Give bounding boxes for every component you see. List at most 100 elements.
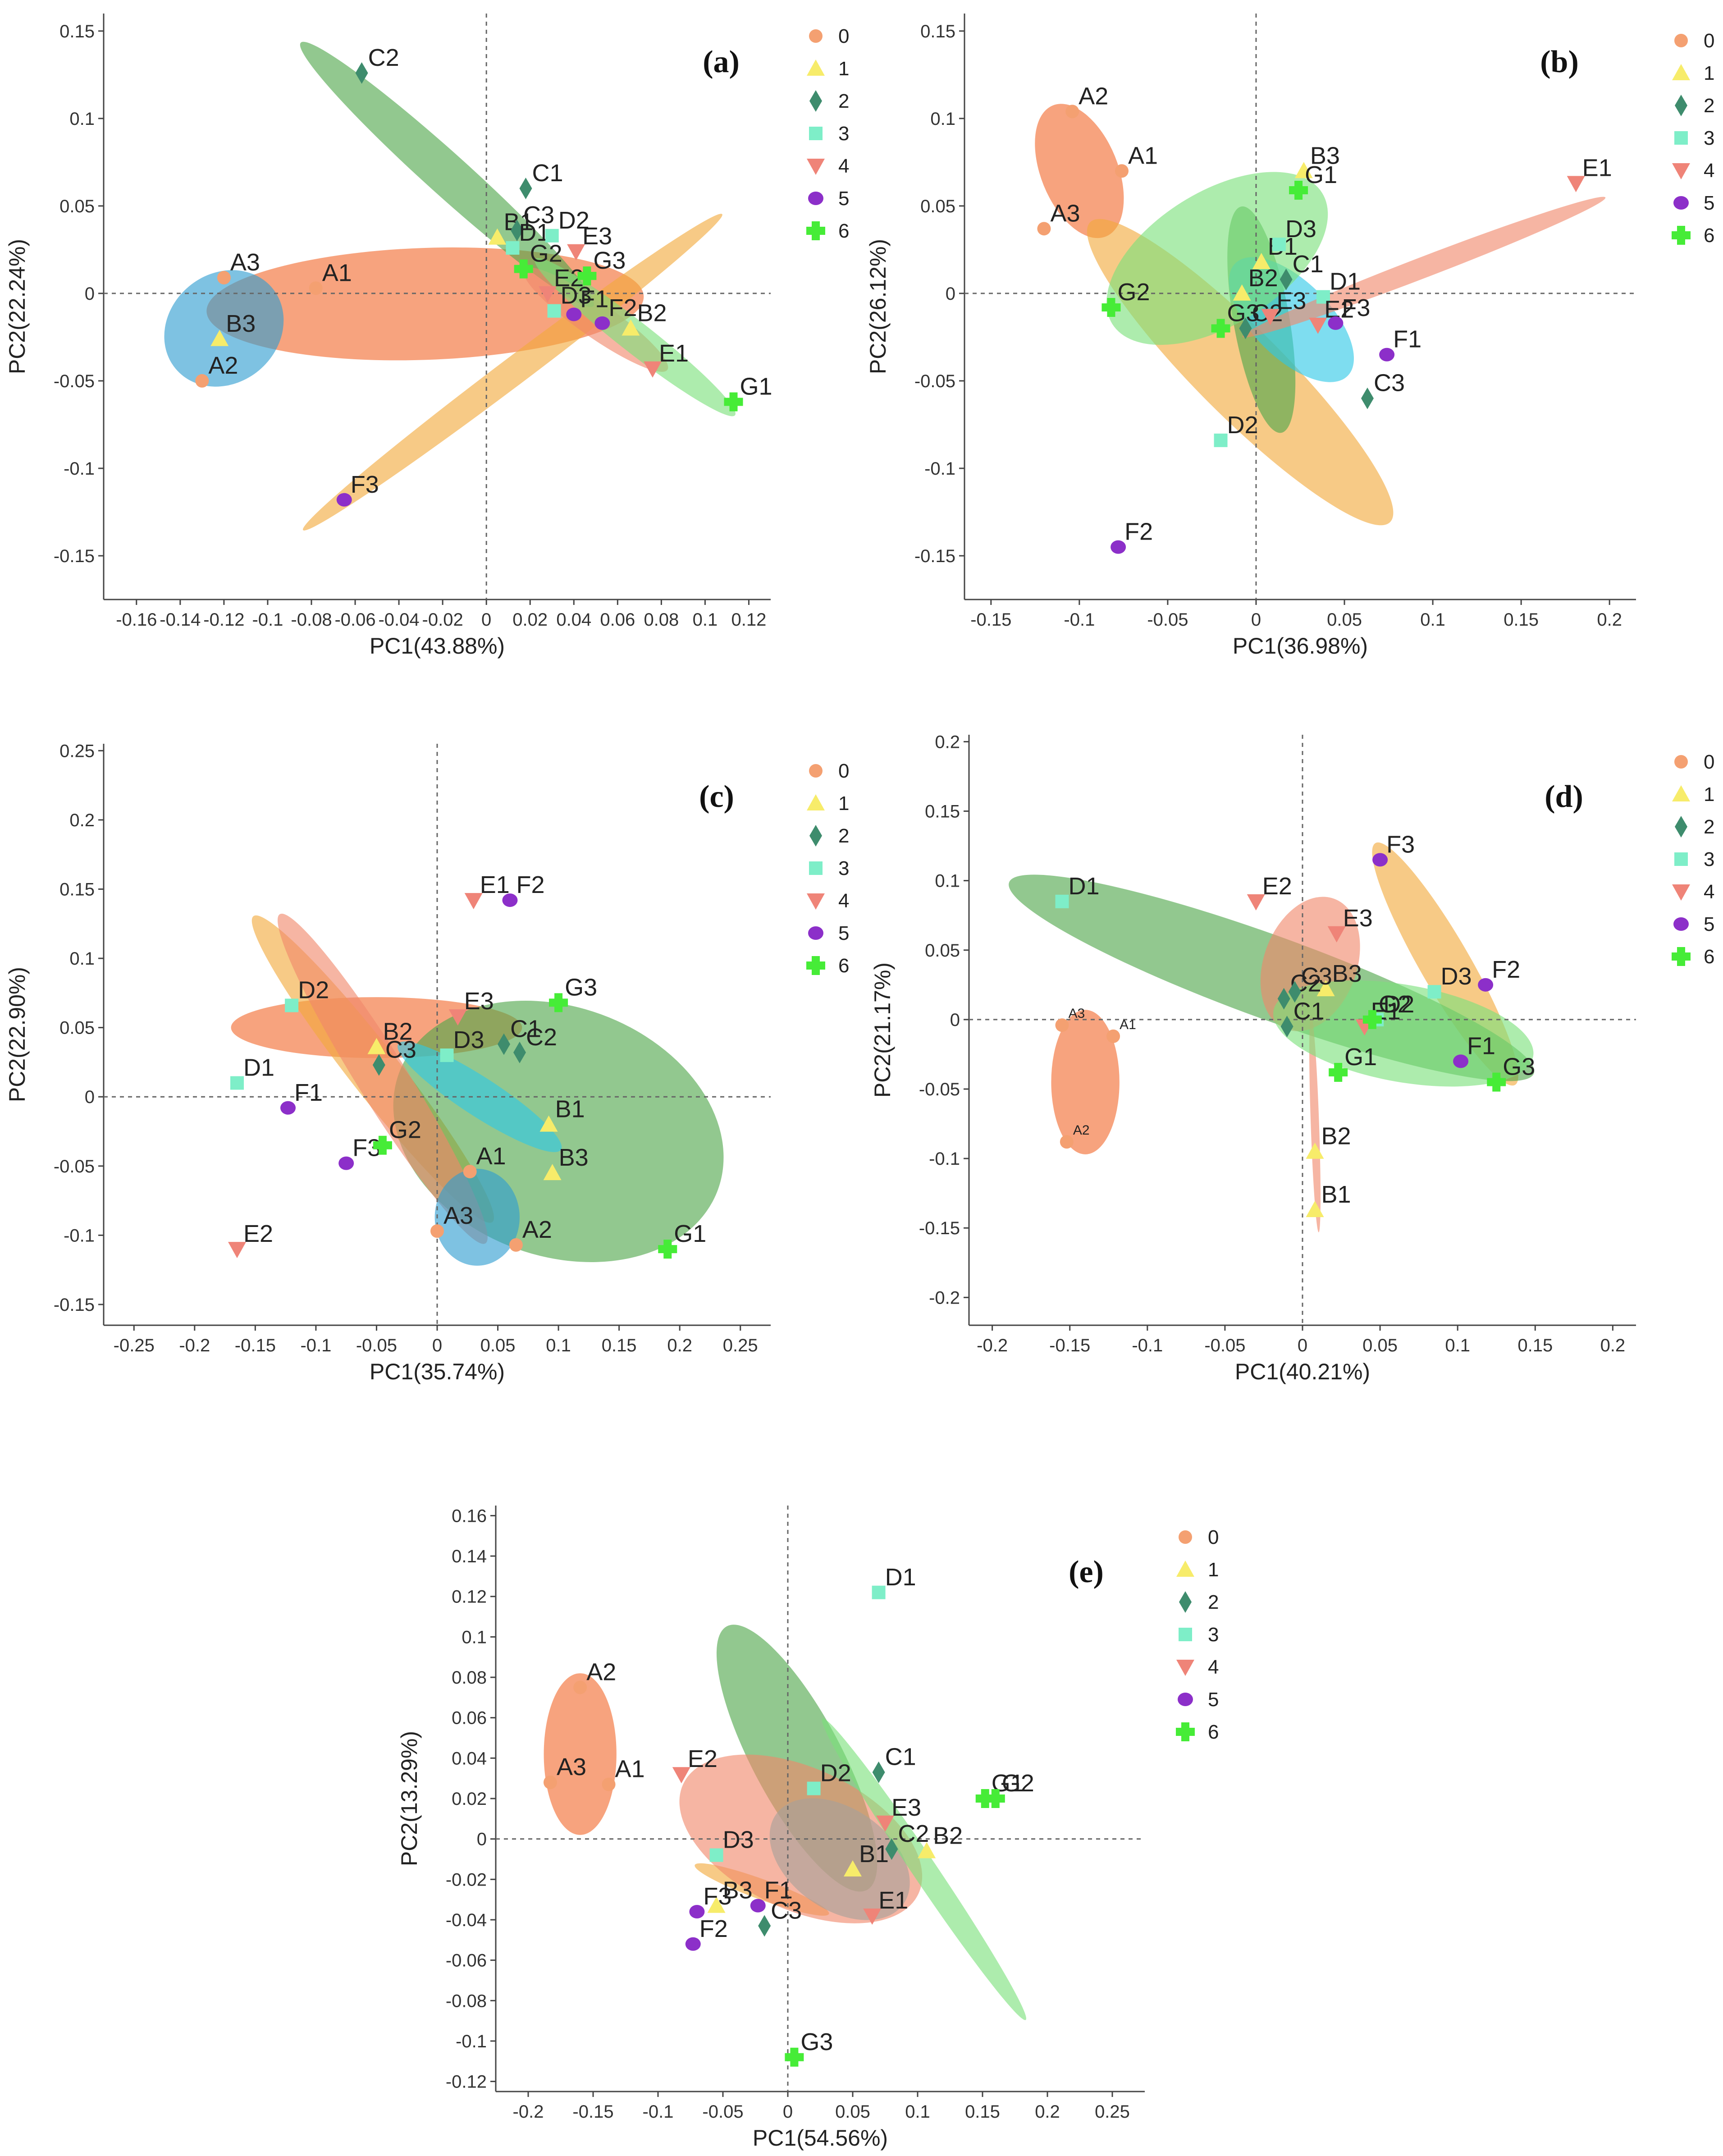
x-tick-label: -0.15: [970, 610, 1011, 630]
y-tick-label: 0.14: [452, 1547, 487, 1566]
point-label: D3: [453, 1026, 484, 1053]
point-label: C3: [1374, 370, 1405, 397]
legend-marker: [1672, 226, 1691, 245]
point-label: A3: [443, 1202, 473, 1229]
x-tick-label: 0: [1298, 1336, 1307, 1355]
legend-label: 1: [1208, 1559, 1219, 1581]
point-label: E1: [878, 1887, 908, 1914]
data-point: [1328, 316, 1344, 330]
data-point: [689, 1905, 705, 1919]
y-tick-label: -0.1: [64, 459, 95, 479]
data-point: [519, 178, 532, 200]
y-tick-label: 0.04: [452, 1749, 487, 1768]
x-tick-label: 0.06: [600, 610, 635, 630]
data-point: [807, 1781, 821, 1795]
data-point: [1211, 319, 1230, 338]
panel-tag: (b): [1540, 45, 1579, 79]
data-point: [1379, 348, 1395, 362]
y-tick-label: -0.05: [919, 1080, 960, 1099]
x-tick-label: -0.15: [572, 2102, 613, 2122]
legend-label: 2: [1208, 1591, 1219, 1613]
data-point: [1316, 980, 1335, 997]
point-label: F1: [1467, 1032, 1495, 1059]
data-point: [918, 1842, 936, 1858]
y-axis-title: PC2(13.29%): [397, 1731, 422, 1866]
point-label: F3: [1342, 294, 1370, 321]
x-tick-label: -0.2: [179, 1336, 210, 1355]
legend-marker: [809, 764, 823, 778]
x-tick-label: -0.08: [291, 610, 332, 630]
data-point: [440, 1048, 454, 1062]
point-label: B2: [1248, 265, 1278, 292]
x-tick-label: -0.05: [702, 2102, 743, 2122]
point-label: F3: [1386, 831, 1415, 858]
y-axis-title: PC2(22.24%): [5, 239, 30, 374]
data-point: [463, 1165, 477, 1179]
point-label: F3: [351, 471, 379, 498]
legend-marker: [1176, 1561, 1194, 1577]
data-point: [1453, 1054, 1469, 1068]
point-label: C3: [771, 1897, 802, 1924]
point-label: E2: [1262, 873, 1292, 900]
group-ellipse: [1035, 104, 1124, 238]
group-ellipse: [1106, 172, 1328, 345]
legend-marker: [1673, 917, 1689, 931]
y-tick-label: 0.05: [920, 197, 955, 216]
point-label: G2: [1117, 279, 1150, 306]
y-tick-label: 0.1: [69, 949, 95, 969]
x-tick-label: 0.05: [1327, 610, 1362, 630]
y-tick-label: 0.25: [59, 741, 95, 761]
point-label: D1: [519, 219, 550, 246]
point-label: G1: [674, 1220, 706, 1247]
point-label: F2: [1124, 518, 1153, 545]
legend-marker: [1674, 755, 1688, 769]
data-point: [643, 361, 662, 378]
point-label: G2: [1002, 1770, 1034, 1797]
legend-label: 6: [1704, 946, 1714, 968]
point-label: C1: [885, 1744, 916, 1771]
x-tick-label: 0.1: [546, 1336, 571, 1355]
legend-marker: [1176, 1660, 1194, 1676]
legend-marker: [1178, 1693, 1193, 1706]
legend-marker: [1179, 1628, 1192, 1641]
y-tick-label: -0.02: [446, 1870, 487, 1890]
x-tick-label: -0.2: [513, 2102, 544, 2122]
data-point: [549, 993, 568, 1012]
data-point: [1060, 1135, 1074, 1149]
legend-label: 0: [1208, 1526, 1219, 1548]
legend-marker: [1176, 1722, 1195, 1741]
legend-label: 6: [838, 220, 849, 242]
data-point: [1327, 926, 1346, 943]
point-label: A3: [1069, 1006, 1085, 1021]
point-label: E2: [243, 1220, 273, 1247]
data-point: [217, 270, 231, 284]
y-tick-label: 0.2: [935, 732, 960, 752]
x-tick-label: 0.05: [1362, 1336, 1398, 1355]
y-tick-label: 0.1: [69, 109, 95, 129]
data-point: [844, 1860, 862, 1877]
legend-label: 3: [1704, 848, 1714, 870]
x-tick-label: -0.15: [235, 1336, 276, 1355]
x-tick-label: 0: [783, 2102, 793, 2122]
x-axis-title: PC1(36.98%): [1233, 633, 1368, 659]
point-label: G1: [740, 373, 772, 400]
data-point: [1427, 985, 1441, 999]
legend-label: 4: [838, 890, 849, 912]
group-ellipse: [164, 270, 284, 387]
x-tick-label: -0.02: [422, 610, 463, 630]
point-label: D3: [1285, 215, 1316, 243]
legend-marker: [806, 221, 825, 240]
point-label: B1: [555, 1096, 585, 1123]
legend-marker: [1675, 95, 1687, 116]
y-tick-label: -0.04: [446, 1910, 487, 1930]
x-tick-label: 0.05: [480, 1336, 516, 1355]
legend-label: 5: [838, 188, 849, 210]
data-point: [1247, 894, 1265, 911]
point-label: D3: [1441, 963, 1472, 990]
point-label: D2: [1383, 991, 1414, 1018]
y-tick-label: -0.2: [929, 1288, 960, 1308]
x-tick-label: 0.2: [1597, 610, 1622, 630]
y-tick-label: -0.15: [919, 1218, 960, 1238]
data-point: [885, 1838, 898, 1860]
